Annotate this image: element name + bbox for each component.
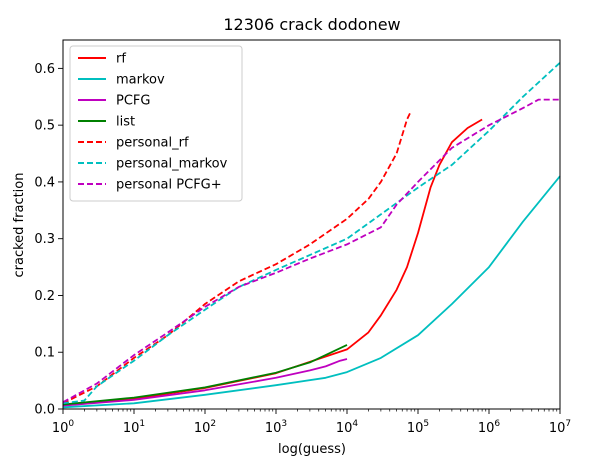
y-tick-label-1: 0.1	[34, 346, 55, 361]
y-tick-label-4: 0.4	[34, 175, 55, 190]
y-tick-label-5: 0.5	[34, 119, 55, 134]
series-line-4	[62, 110, 412, 405]
x-axis-label: log(guess)	[278, 442, 346, 457]
plot-frame	[62, 39, 561, 410]
x-tick-label-1: 101	[123, 419, 145, 436]
legend-label-2: PCFG	[116, 94, 150, 109]
x-tick-label-7: 107	[549, 419, 571, 436]
series-line-6	[62, 98, 560, 403]
legend-label-0: rf	[116, 52, 126, 67]
x-tick-label-2: 102	[194, 419, 216, 436]
legend: rf markov PCFG list personal_rf personal_mark…	[69, 45, 243, 202]
series-line-3	[62, 344, 348, 406]
legend-label-3: list	[116, 115, 135, 130]
legend-label-1: markov	[116, 73, 165, 88]
y-tick-label-2: 0.2	[34, 289, 55, 304]
legend-label-6: personal PCFG+	[116, 178, 222, 193]
x-tick-label-0: 100	[52, 419, 75, 436]
x-tick-label-6: 106	[478, 419, 501, 436]
y-tick-label-6: 0.6	[34, 62, 55, 77]
x-tick-label-4: 104	[336, 419, 359, 436]
y-axis-label: cracked fraction	[12, 173, 27, 278]
series-line-2	[62, 358, 348, 407]
y-tick-label-3: 0.3	[34, 232, 55, 247]
y-axis: 0.0 0.1 0.2 0.3 0.4 0.5 0.6	[34, 62, 63, 418]
legend-label-5: personal_markov	[116, 157, 228, 172]
x-tick-label-5: 105	[407, 419, 429, 436]
y-tick-label-0: 0.0	[34, 403, 55, 418]
plot-series	[62, 62, 561, 409]
legend-box	[69, 45, 243, 202]
chart-title: 12306 crack dodonew	[223, 15, 400, 34]
legend-label-4: personal_rf	[116, 136, 189, 151]
x-axis: 100 101 102 103 104 105 106 107	[52, 409, 571, 436]
x-tick-label-3: 103	[265, 419, 287, 436]
series-line-1	[62, 175, 561, 409]
series-line-5	[62, 62, 561, 405]
